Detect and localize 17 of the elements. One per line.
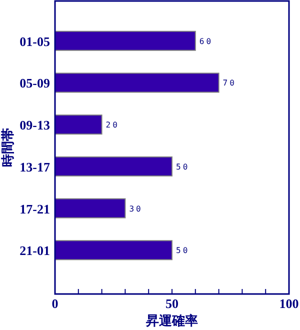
- x-tick-label: 50: [166, 296, 178, 311]
- y-tick-label: 21-01: [20, 243, 50, 258]
- x-tick-label: 100: [279, 296, 299, 311]
- y-tick-label: 17-21: [20, 201, 50, 216]
- y-tick-label: 01-05: [20, 34, 50, 49]
- y-tick-label: 13-17: [20, 159, 50, 174]
- y-tick-label: 09-13: [20, 118, 50, 133]
- x-axis-title: 昇運確率: [145, 313, 198, 328]
- data-label: 50: [176, 246, 190, 256]
- y-tick-label: 05-09: [20, 76, 50, 91]
- data-label: 60: [199, 36, 214, 46]
- data-label: 50: [176, 162, 190, 172]
- data-label: 70: [222, 78, 236, 88]
- y-axis-title: 時間帯: [0, 128, 15, 167]
- data-label: 30: [129, 204, 143, 214]
- x-tick-label: 0: [52, 296, 58, 311]
- data-label: 20: [106, 120, 120, 130]
